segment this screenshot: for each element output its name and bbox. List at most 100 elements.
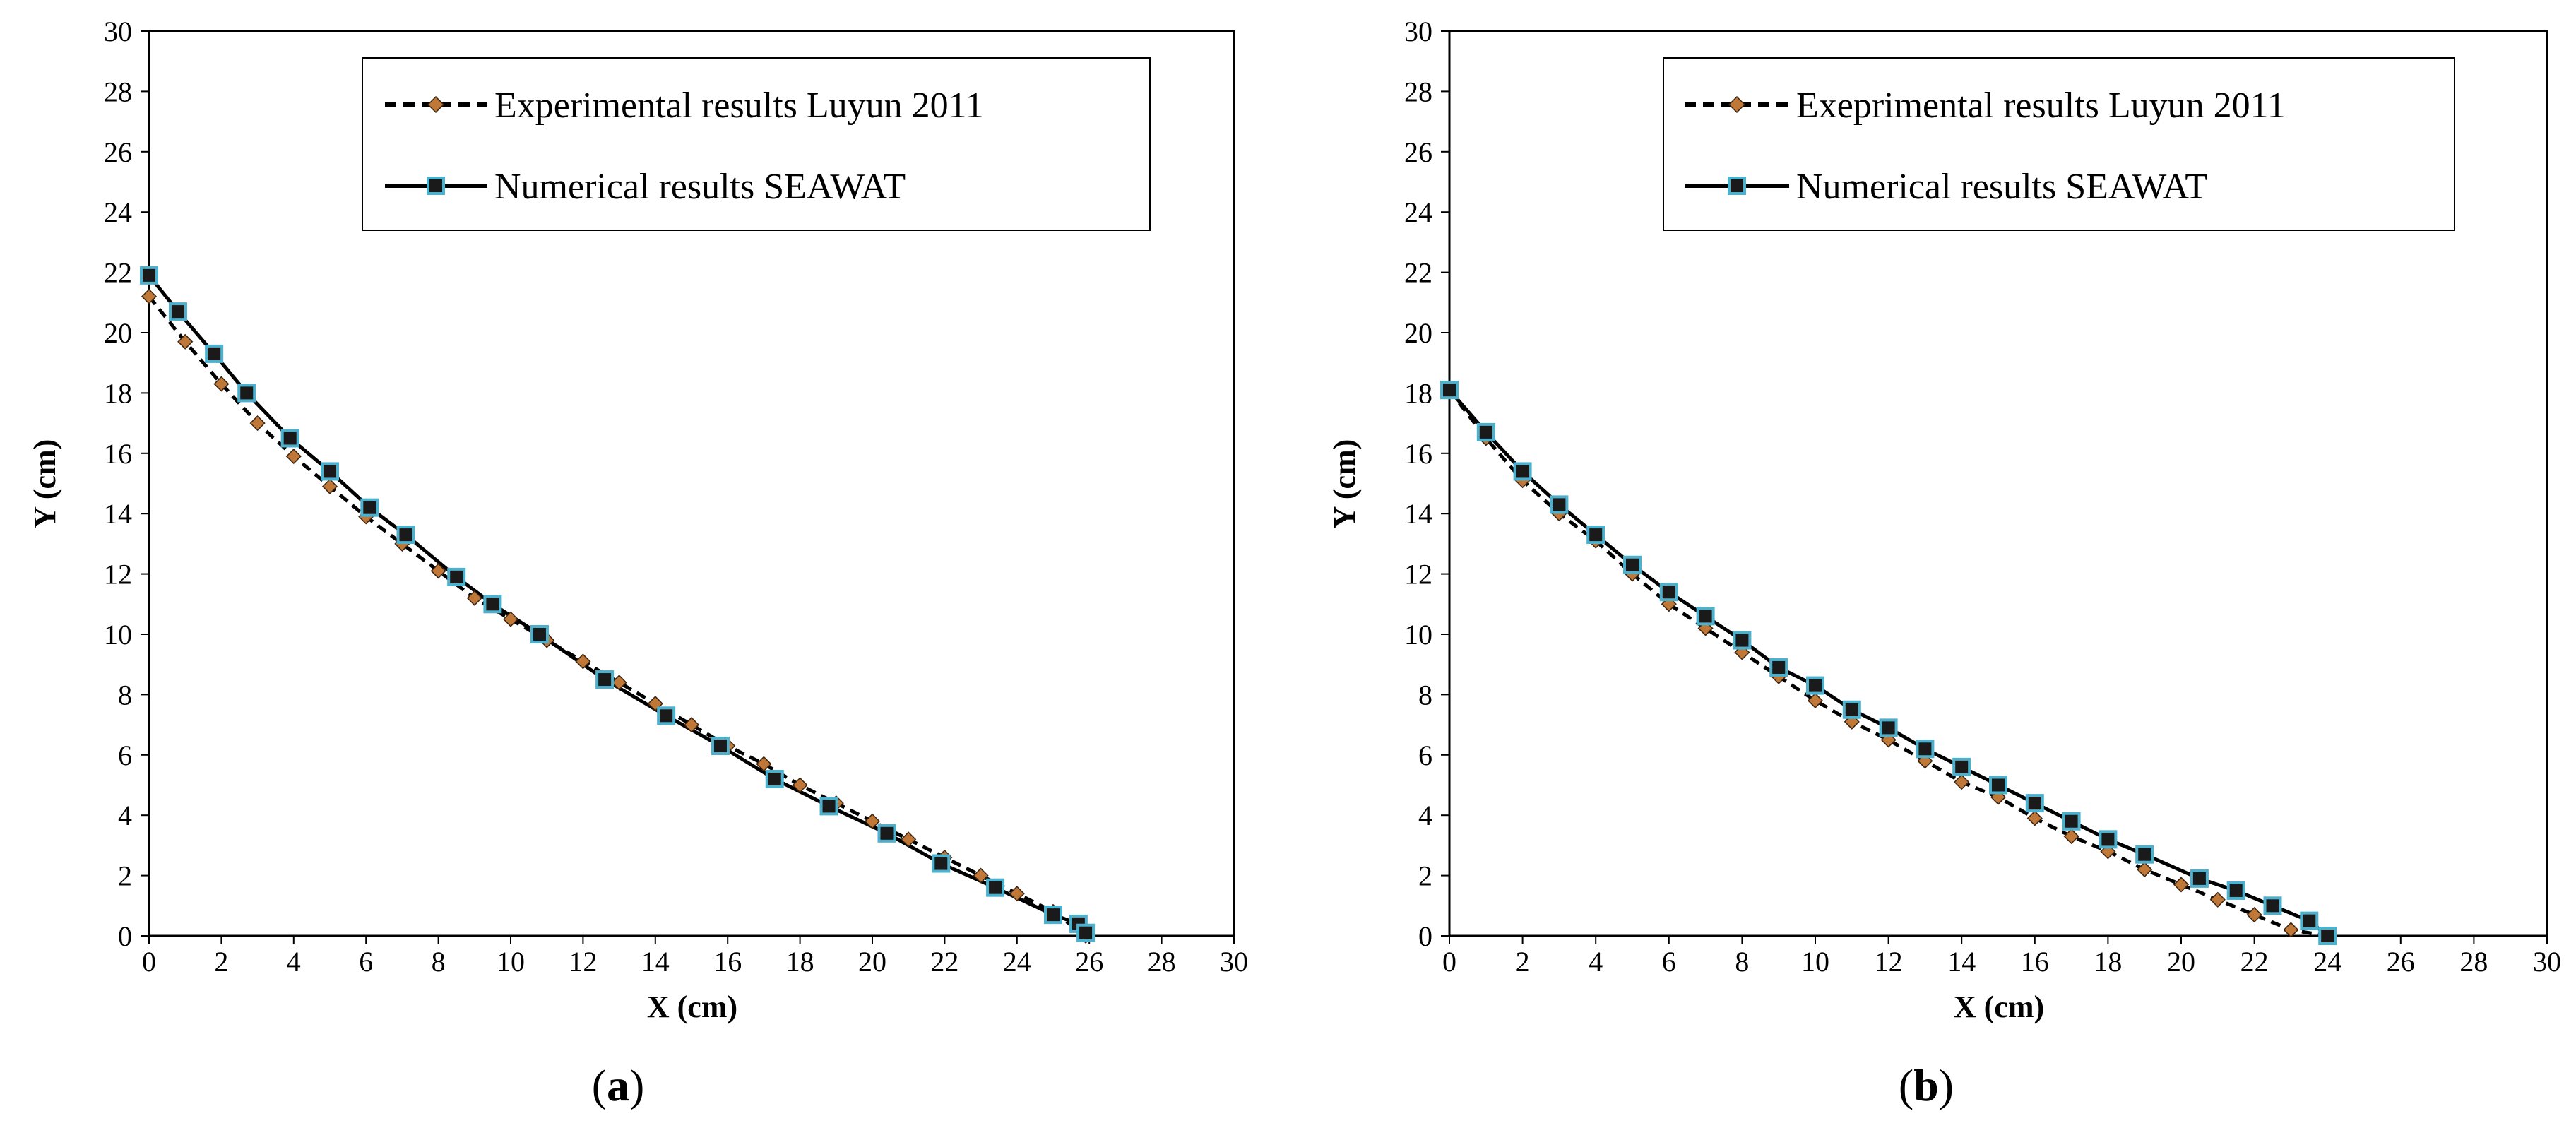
marker-numerical	[360, 498, 379, 517]
marker-numerical	[168, 302, 187, 321]
y-tick-label: 4	[1418, 800, 1432, 831]
legend-label-numerical: Numerical results SEAWAT	[494, 167, 906, 207]
marker-numerical	[1076, 923, 1096, 942]
marker-numerical	[1550, 495, 1569, 514]
x-tick-label: 2	[1516, 946, 1530, 978]
y-tick-label: 12	[1404, 559, 1432, 590]
legend: Experimental results Luyun 2011 Numerica…	[362, 57, 1151, 231]
x-tick-label: 18	[2094, 946, 2122, 978]
marker-numerical	[321, 462, 339, 481]
y-tick-label: 18	[1404, 377, 1432, 409]
series-markers	[140, 266, 1096, 944]
marker-numerical	[2135, 845, 2154, 864]
marker-numerical	[447, 567, 466, 586]
marker-numerical	[932, 854, 951, 873]
marker-numerical	[1806, 676, 1824, 695]
marker-numerical	[595, 670, 615, 689]
y-tick-label: 26	[1404, 136, 1432, 168]
y-tick-label: 2	[1418, 860, 1432, 892]
marker-numerical	[2025, 794, 2044, 813]
y-tick-label: 28	[1404, 76, 1432, 107]
legend-label-experimental: Exeprimental results Luyun 2011	[1796, 85, 2286, 126]
marker-numerical	[1769, 658, 1788, 677]
panel-letter-b: b	[1913, 1060, 1939, 1110]
legend-marker-numerical	[427, 177, 445, 195]
marker-numerical	[1586, 526, 1605, 545]
series-line-experimental	[1448, 388, 2328, 938]
marker-numerical	[1659, 583, 1678, 602]
x-tick-label: 16	[2021, 946, 2049, 978]
x-tick-label: 18	[786, 946, 814, 978]
marker-experimental	[973, 867, 989, 884]
x-tick-label: 4	[287, 946, 301, 978]
y-tick-label: 20	[104, 317, 132, 349]
x-axis-title: X (cm)	[647, 990, 737, 1024]
marker-numerical	[1952, 757, 1971, 776]
marker-numerical	[1513, 462, 1532, 481]
marker-experimental	[901, 831, 917, 848]
legend-label-numerical: Numerical results SEAWAT	[1796, 167, 2207, 207]
y-tick-label: 16	[1404, 438, 1432, 470]
marker-numerical	[1476, 422, 1495, 441]
marker-experimental	[2246, 907, 2262, 923]
y-tick-label: 24	[104, 196, 132, 228]
marker-experimental	[249, 415, 266, 432]
x-tick-label: 4	[1589, 946, 1603, 978]
marker-experimental	[683, 717, 700, 733]
marker-numerical	[2099, 830, 2118, 849]
x-tick-label: 14	[641, 946, 670, 978]
panel-label-a: (a)	[592, 1060, 645, 1110]
x-tick-label: 30	[1220, 946, 1248, 978]
marker-numerical	[819, 797, 838, 816]
marker-numerical	[1440, 381, 1459, 400]
chart-panel-a: 0 2 4 6 8 10 12 14 16 18 20 22 24 26 28 300246810121416…	[28, 16, 1248, 1110]
marker-numerical	[1842, 700, 1861, 719]
marker-numerical	[2062, 812, 2081, 831]
marker-experimental	[2283, 922, 2299, 938]
marker-numerical	[1044, 906, 1062, 925]
x-tick-label: 28	[1148, 946, 1176, 978]
marker-experimental	[1009, 886, 1025, 902]
x-tick-label: 20	[858, 946, 886, 978]
x-tick-label: 20	[2167, 946, 2195, 978]
x-tick-label: 0	[1442, 946, 1456, 978]
chart-panel-b: 0 2 4 6 8 10 12 14 16 18 20 22 24 26 28 300246810121416…	[1327, 16, 2561, 1110]
marker-numerical	[877, 824, 896, 843]
y-tick-label: 4	[118, 800, 132, 831]
y-tick-label: 30	[1404, 16, 1432, 47]
series-line-experimental	[148, 295, 1087, 938]
marker-numerical	[986, 878, 1005, 897]
marker-numerical	[657, 706, 676, 725]
marker-numerical	[2226, 881, 2245, 900]
marker-experimental	[575, 653, 591, 670]
y-tick-label: 26	[104, 136, 132, 168]
marker-numerical	[765, 769, 784, 788]
y-tick-label: 14	[104, 498, 132, 530]
y-tick-label: 16	[104, 438, 132, 470]
x-tick-label: 14	[1947, 946, 1976, 978]
marker-numerical	[1696, 607, 1715, 626]
x-tick-label: 16	[713, 946, 742, 978]
x-tick-label: 22	[2240, 946, 2269, 978]
marker-experimental	[792, 777, 808, 793]
marker-numerical	[530, 625, 549, 643]
marker-numerical	[205, 344, 224, 363]
x-tick-label: 24	[2313, 946, 2341, 978]
marker-experimental	[2137, 861, 2153, 878]
x-tick-label: 26	[2387, 946, 2415, 978]
marker-numerical	[483, 595, 502, 614]
marker-experimental	[321, 478, 338, 494]
legend: Exeprimental results Luyun 2011 Numerica…	[1663, 57, 2455, 231]
marker-numerical	[1733, 631, 1752, 650]
marker-numerical	[2190, 869, 2209, 888]
marker-numerical	[1989, 776, 2007, 795]
marker-numerical	[280, 429, 299, 448]
legend-box	[362, 57, 1151, 231]
marker-numerical	[237, 384, 256, 403]
x-tick-label: 6	[359, 946, 373, 978]
y-axis-title: Y (cm)	[28, 439, 62, 529]
marker-numerical	[2318, 927, 2337, 945]
series-lines	[1448, 388, 2329, 938]
x-tick-label: 8	[1735, 946, 1749, 978]
x-tick-label: 10	[1801, 946, 1829, 978]
